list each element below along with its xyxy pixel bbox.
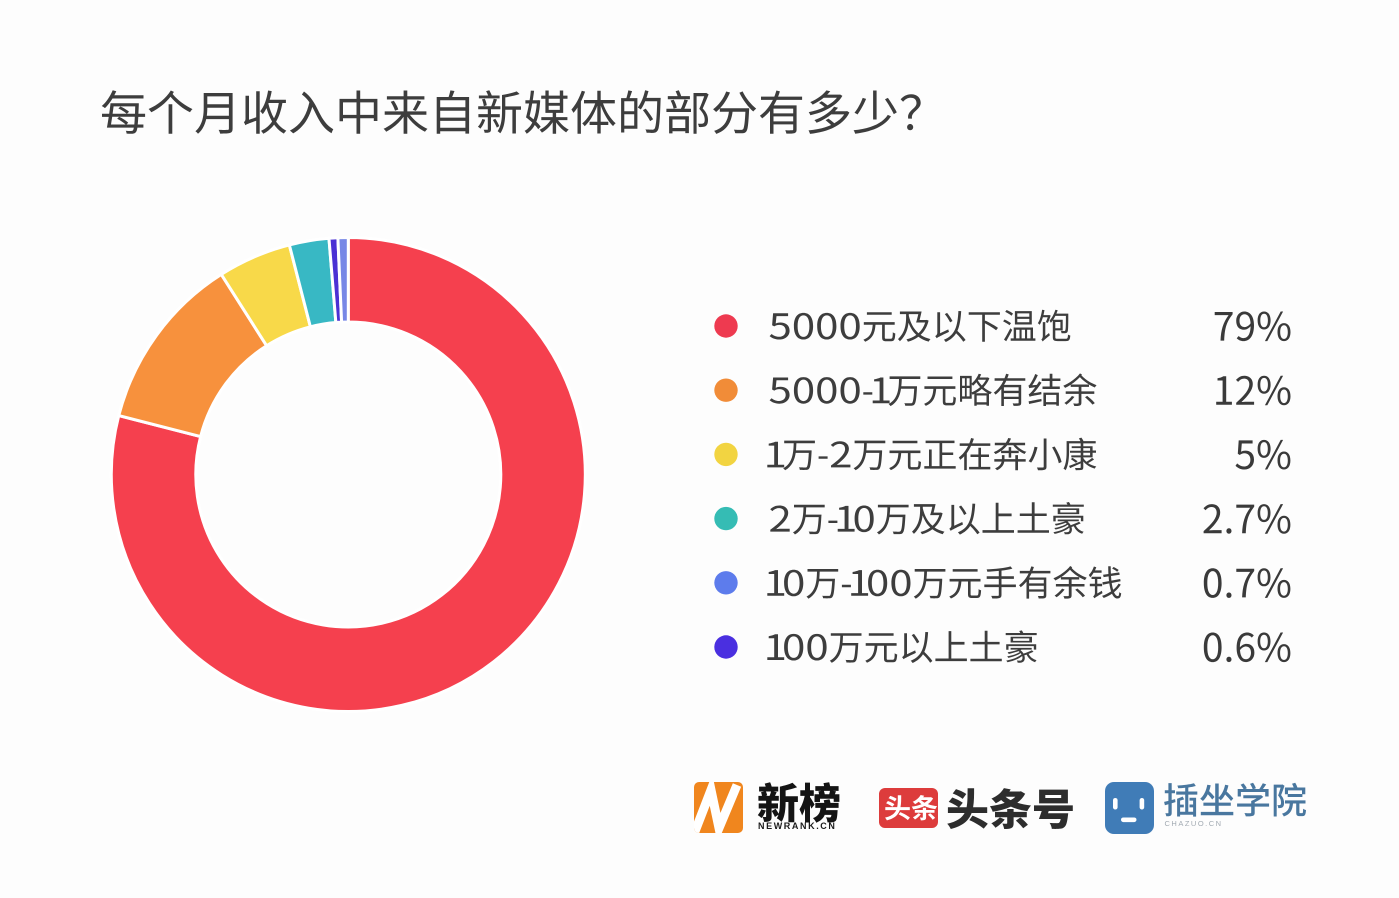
svg-text:CHAZUO.CN: CHAZUO.CN — [1165, 819, 1223, 828]
svg-text:NEWRANK.CN: NEWRANK.CN — [758, 821, 837, 831]
